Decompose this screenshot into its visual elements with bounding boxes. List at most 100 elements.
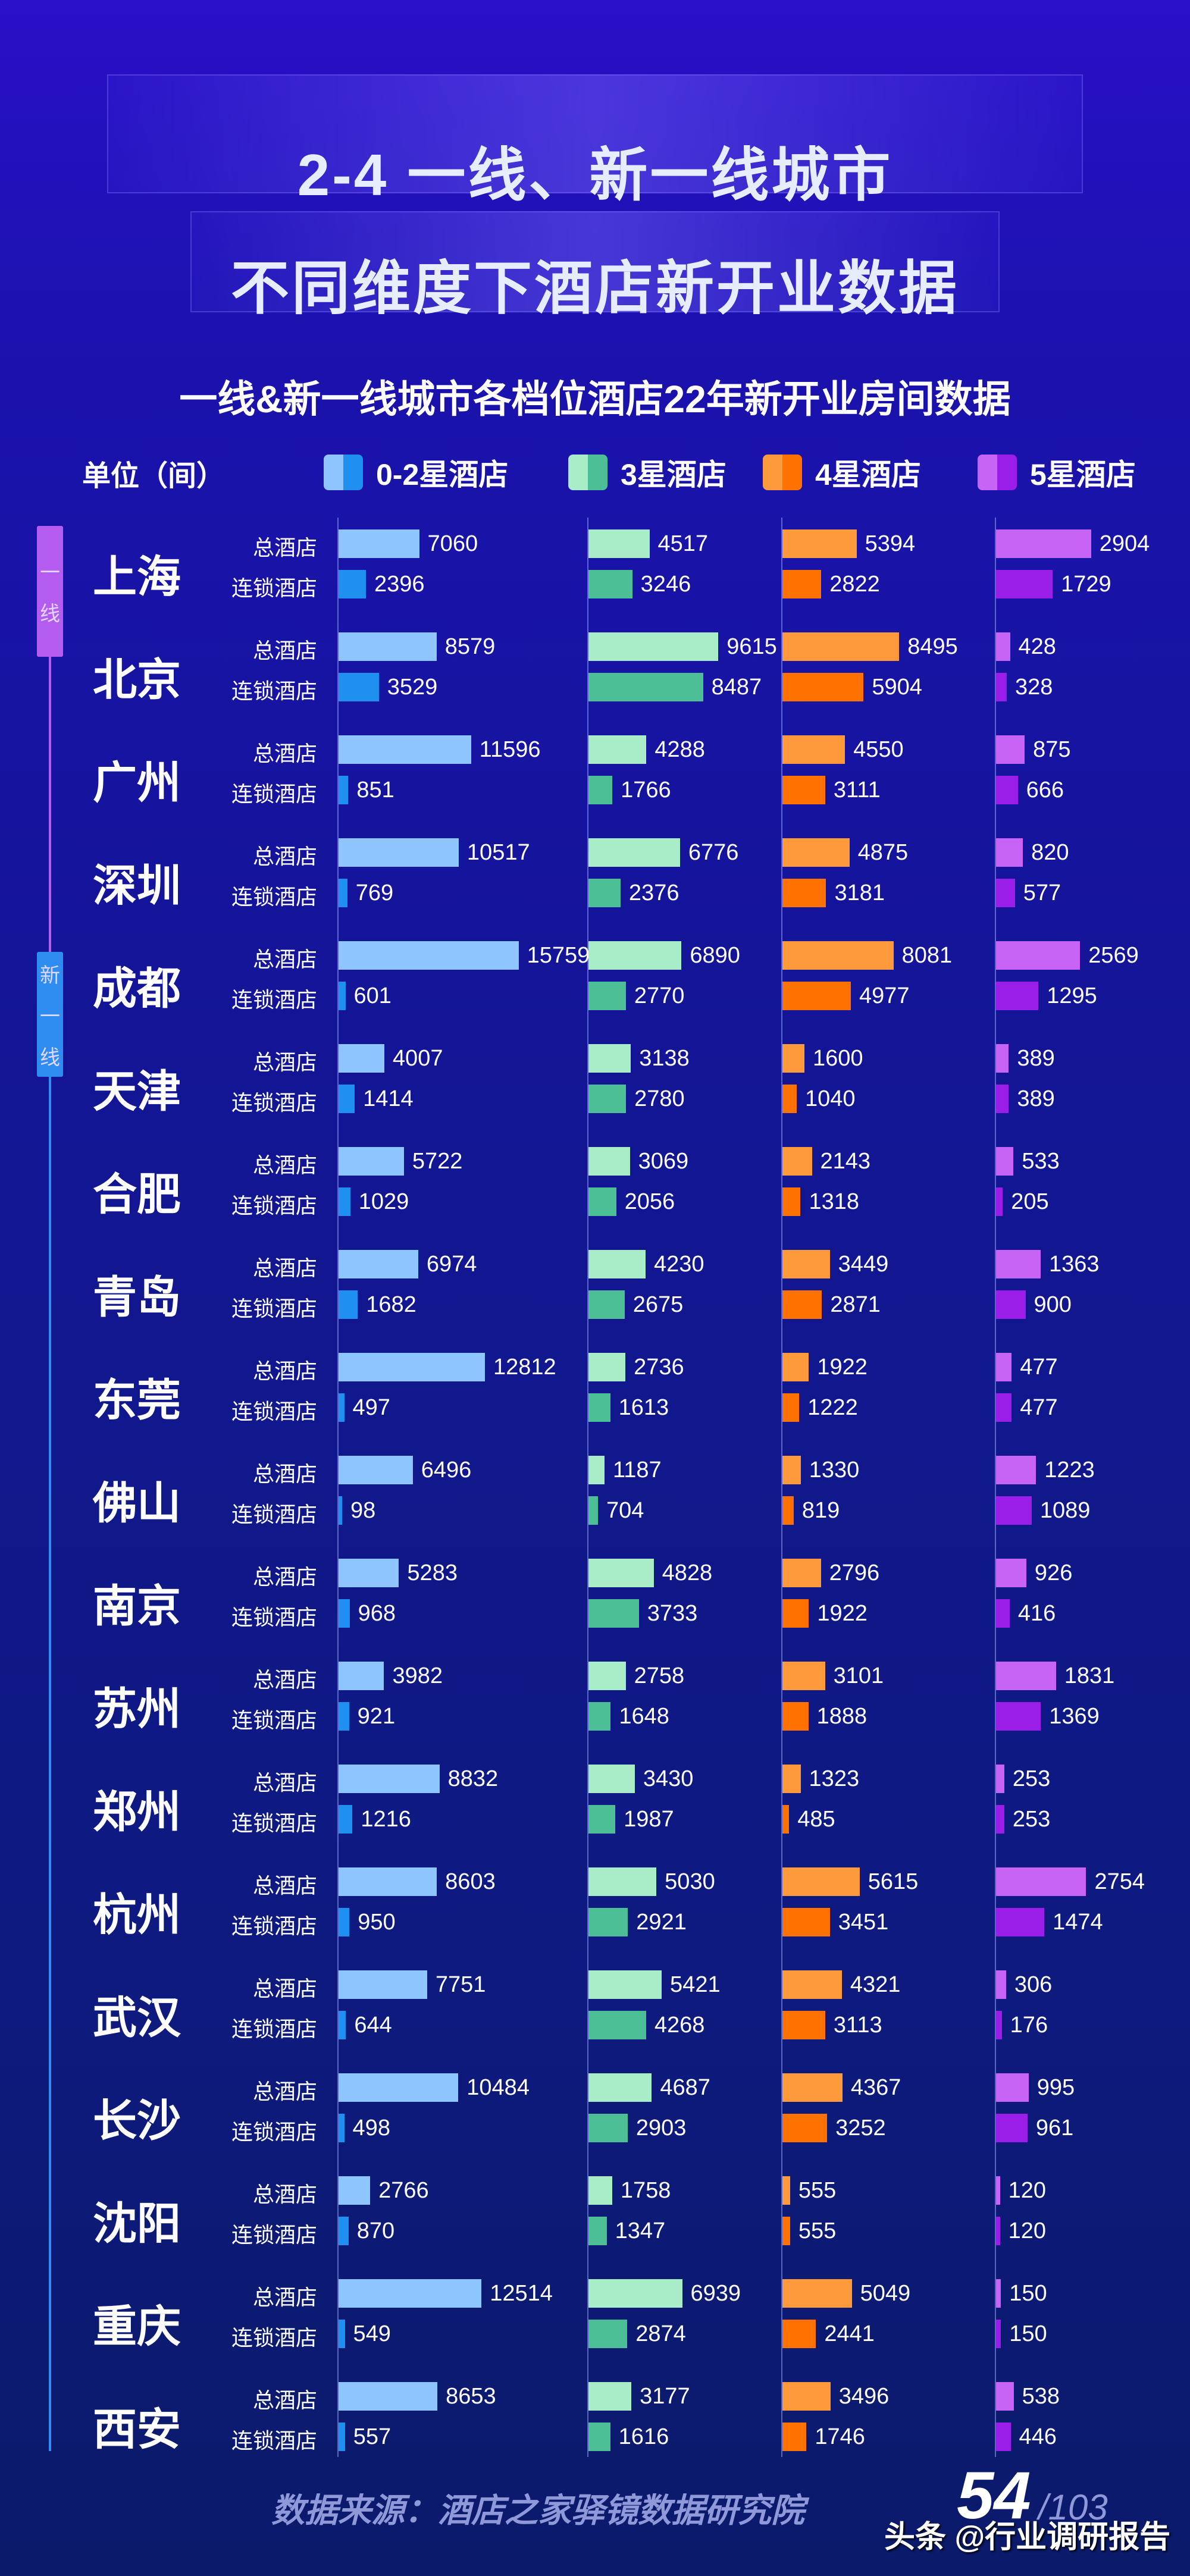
value-label: 1766 [621,778,671,803]
value-label: 3181 [834,880,885,905]
value-label: 2766 [378,2178,429,2203]
value-label: 3496 [838,2384,890,2409]
value-label: 6939 [690,2281,741,2306]
bar-total [996,1765,1004,1793]
legend-label: 3星酒店 [621,458,726,491]
value-label: 498 [352,2116,390,2141]
page-title-line2: 不同维度下酒店新开业数据 [230,255,959,321]
bar-chain [996,2011,1002,2039]
bar-chain [996,1908,1045,1936]
value-label: 3069 [638,1149,689,1174]
value-label: 555 [798,2218,837,2243]
bar-chain [996,1599,1010,1628]
bar-chain [588,1496,598,1525]
bar-total [588,1867,657,1896]
bar-total [996,1970,1006,1999]
bar-chain [782,1187,801,1216]
bar-total [782,1970,842,1999]
bar-total [339,2073,459,2102]
value-label: 1222 [807,1395,858,1420]
value-label: 1922 [817,1355,868,1380]
city-name: 苏州 [93,1684,181,1734]
bar-total [996,838,1023,867]
bar-total [588,1970,662,1999]
value-label: 11596 [479,737,541,762]
value-label: 10517 [466,840,530,865]
tier-char: 新 [40,964,60,987]
city-name: 南京 [93,1581,181,1631]
value-label: 3529 [387,675,438,700]
value-label: 1648 [619,1704,669,1729]
city-name: 合肥 [93,1170,181,1219]
value-label: 4550 [853,737,904,762]
value-label: 6974 [426,1252,477,1277]
bar-chain [588,1599,639,1628]
value-label: 1987 [624,1807,674,1832]
value-label: 1682 [366,1292,416,1317]
value-label: 7751 [435,1972,486,1997]
bar-chain [996,1805,1004,1834]
bar-chain [588,2114,628,2142]
bar-total [996,1559,1026,1587]
value-label: 3449 [838,1252,889,1277]
row-label: 连锁酒店 [231,1090,317,1115]
bar-chain [339,673,379,701]
bar-chain [339,2423,345,2451]
value-label: 15759 [527,943,590,968]
bar-chain [782,1908,830,1936]
data-source: 数据来源：酒店之家驿镜数据研究院 [271,2492,804,2529]
city-name: 广州 [93,758,181,807]
value-label: 2780 [634,1086,685,1111]
bar-chain [588,1187,616,1216]
bar-total [996,1044,1009,1073]
value-label: 4321 [850,1972,901,1997]
bar-chain [588,1805,616,1834]
bar-total [782,1250,830,1278]
row-label: 连锁酒店 [231,1708,317,1732]
bar-total [339,1970,427,1999]
value-label: 538 [1022,2384,1060,2409]
tier-char: 一 [40,562,60,584]
bar-chain [996,2114,1028,2142]
value-label: 1318 [809,1189,859,1214]
bar-chain [782,1702,809,1731]
bar-total [996,2382,1014,2411]
bar-chain [339,879,347,907]
city-name: 天津 [93,1067,181,1116]
value-label: 666 [1026,778,1064,803]
value-label: 477 [1020,1395,1058,1420]
bar-total [996,2073,1029,2102]
value-label: 5394 [865,531,916,556]
value-label: 389 [1017,1046,1055,1071]
total-pages: /103 [1038,2487,1108,2527]
bar-chain [996,1290,1026,1319]
legend-swatch [763,455,802,490]
watermark: 头条 @行业调研报告 [884,2520,1171,2555]
column-axis-line [781,518,782,2457]
bar-total [782,1456,801,1484]
column-axis-line [337,518,339,2457]
value-label: 644 [354,2013,392,2038]
row-label: 总酒店 [252,1153,317,1177]
value-label: 2921 [636,1910,687,1935]
bar-total [339,1765,440,1793]
value-label: 477 [1020,1355,1058,1380]
value-label: 12812 [493,1355,556,1380]
value-label: 1613 [618,1395,669,1420]
bar-total [339,1250,418,1278]
row-label: 连锁酒店 [231,1193,317,1218]
value-label: 2569 [1088,943,1139,968]
value-label: 820 [1031,840,1069,865]
value-label: 1369 [1049,1704,1100,1729]
bar-total [996,1456,1036,1484]
bar-chain [782,2217,790,2245]
value-label: 416 [1017,1601,1056,1626]
value-label: 1089 [1039,1498,1091,1523]
row-label: 总酒店 [252,1359,317,1383]
value-label: 2441 [824,2321,875,2346]
bar-total [996,1147,1014,1176]
value-label: 1040 [805,1086,856,1111]
legend-item: 5星酒店 [978,451,1136,494]
bar-chain [339,982,346,1010]
bar-total [339,2279,482,2308]
